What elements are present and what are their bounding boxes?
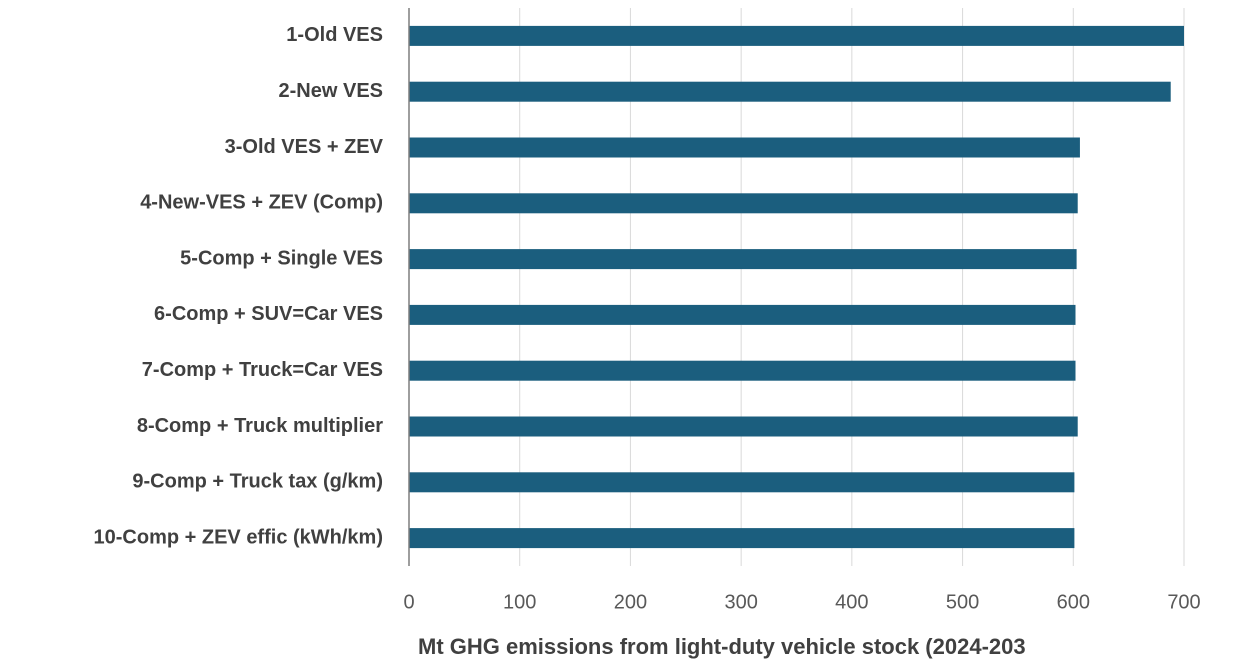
y-tick-label: 5-Comp + Single VES bbox=[180, 247, 383, 269]
bar bbox=[409, 193, 1078, 214]
bar bbox=[409, 528, 1075, 549]
y-tick-label: 8-Comp + Truck multiplier bbox=[137, 415, 383, 437]
y-tick-label: 10-Comp + ZEV effic (kWh/km) bbox=[94, 526, 384, 548]
x-tick-label: 600 bbox=[1057, 591, 1090, 613]
x-tick-label: 400 bbox=[835, 591, 868, 613]
y-tick-label: 9-Comp + Truck tax (g/km) bbox=[132, 471, 383, 493]
bar bbox=[409, 472, 1075, 493]
bar bbox=[409, 81, 1171, 102]
x-tick-label: 200 bbox=[614, 591, 647, 613]
bar bbox=[409, 360, 1076, 381]
bar bbox=[409, 25, 1184, 46]
x-axis-title: Mt GHG emissions from light-duty vehicle… bbox=[418, 634, 1026, 659]
bar bbox=[409, 249, 1077, 270]
y-tick-label: 1-Old VES bbox=[286, 24, 383, 46]
y-tick-label: 3-Old VES + ZEV bbox=[225, 136, 384, 158]
y-tick-label: 6-Comp + SUV=Car VES bbox=[154, 303, 383, 325]
x-tick-label: 300 bbox=[724, 591, 757, 613]
y-tick-label: 2-New VES bbox=[279, 80, 383, 102]
x-tick-label: 500 bbox=[946, 591, 979, 613]
bar bbox=[409, 416, 1078, 437]
x-tick-label: 0 bbox=[403, 591, 414, 613]
bar bbox=[409, 137, 1080, 158]
x-tick-label: 100 bbox=[503, 591, 536, 613]
bar bbox=[409, 304, 1076, 325]
x-tick-label: 700 bbox=[1167, 591, 1200, 613]
y-tick-label: 4-New-VES + ZEV (Comp) bbox=[140, 192, 383, 214]
y-tick-label: 7-Comp + Truck=Car VES bbox=[142, 359, 383, 381]
